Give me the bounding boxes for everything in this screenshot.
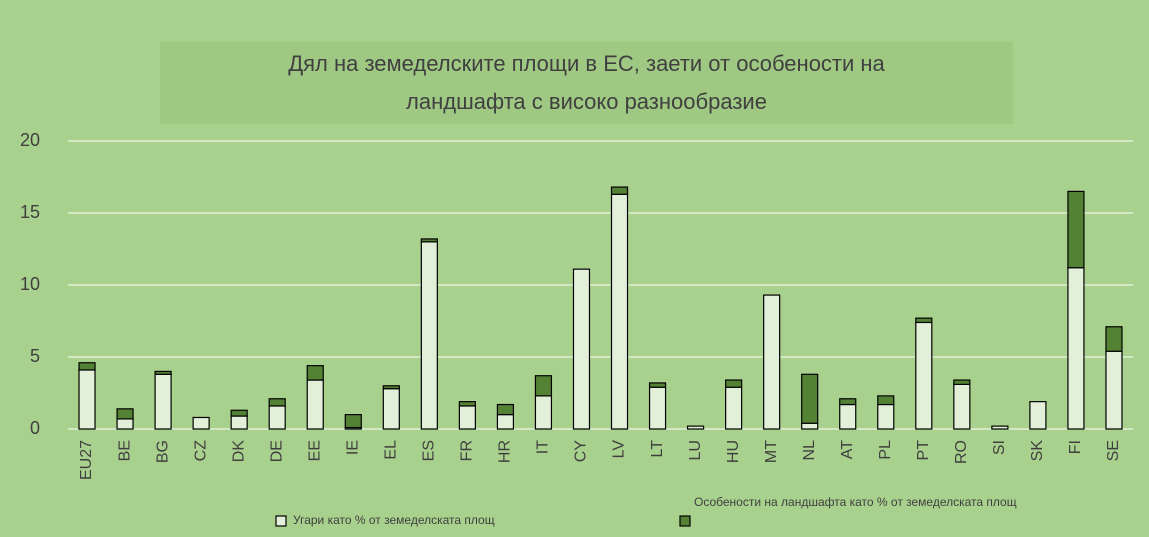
bar-segment (801, 422, 819, 430)
bar-segment (801, 373, 819, 424)
bar-segment (268, 398, 286, 407)
bar-segment (420, 238, 438, 243)
bar-segment (648, 382, 667, 388)
bar-segment (154, 370, 172, 375)
bar-segment (915, 317, 933, 324)
bar-segment (306, 379, 324, 430)
bar-segment (610, 193, 629, 430)
bar-segment (382, 388, 400, 430)
x-tick-label: EE (306, 440, 323, 461)
bar-segment (116, 418, 134, 430)
bar-segment (686, 425, 705, 430)
x-tick-label: MT (763, 440, 780, 463)
bar-segment (1029, 401, 1047, 430)
bar-segment (496, 414, 515, 430)
x-tick-label: SI (991, 440, 1008, 455)
x-tick-label: CZ (192, 440, 209, 462)
y-tick-label: 10 (20, 274, 40, 294)
x-tick-label: FR (459, 440, 476, 461)
x-tick-label: DK (230, 440, 247, 463)
x-tick-label: IE (344, 440, 361, 455)
bar-segment (268, 405, 286, 430)
bar-segment (230, 409, 248, 417)
x-tick-label: IT (535, 440, 552, 454)
bar-segment (877, 395, 895, 406)
x-tick-label: AT (839, 440, 856, 459)
bar-segment (1067, 190, 1085, 269)
legend-swatch (275, 515, 287, 527)
bar-segment (534, 375, 553, 397)
x-tick-label: CY (573, 440, 590, 463)
x-tick-label: EU27 (78, 440, 95, 480)
y-tick-label: 15 (20, 202, 40, 222)
x-tick-label: EL (383, 440, 400, 460)
x-tick-label: LT (649, 440, 666, 458)
bar-segment (382, 385, 400, 390)
legend-swatch (679, 515, 691, 527)
x-tick-label: HR (497, 440, 514, 463)
bar-segment (154, 373, 172, 430)
bar-segment (953, 383, 971, 430)
y-tick-label: 0 (30, 418, 40, 438)
x-tick-label: NL (801, 440, 818, 461)
bar-segment (458, 401, 476, 407)
bar-segment (915, 321, 933, 430)
bar-segment (420, 241, 438, 430)
bar-segment (192, 416, 210, 430)
bar-segment (572, 268, 591, 430)
bar-segment (725, 379, 743, 388)
bar-segment (648, 386, 667, 430)
bar-segment (877, 403, 895, 430)
chart-title: Дял на земеделските площи в ЕС, заети от… (160, 42, 1013, 124)
bar-segment (534, 395, 553, 430)
bar-segment (725, 386, 743, 430)
x-tick-label: SK (1029, 440, 1046, 462)
bar-segment (839, 403, 857, 430)
bar-segment (1105, 326, 1123, 352)
x-tick-label: PT (915, 440, 932, 461)
bar-segment (1067, 267, 1085, 430)
bar-segment (116, 408, 134, 420)
x-tick-label: BE (116, 440, 133, 461)
x-tick-label: HU (725, 440, 742, 463)
x-tick-label: LU (687, 440, 704, 460)
x-tick-label: BG (154, 440, 171, 463)
bar-segment (230, 415, 248, 430)
bar-segment (306, 365, 324, 381)
y-tick-label: 5 (30, 346, 40, 366)
bar-segment (344, 414, 362, 429)
x-tick-label: ES (421, 440, 438, 461)
bar-segment (610, 186, 629, 195)
bar-segment (78, 362, 96, 371)
bar-segment (991, 425, 1009, 430)
y-tick-label: 20 (20, 130, 40, 150)
x-tick-label: DE (268, 440, 285, 462)
legend-label: Угари като % от земеделската площ (293, 513, 495, 527)
legend-label: Особености на ландшафта като % от земеде… (694, 495, 1017, 509)
x-tick-label: SE (1105, 440, 1122, 461)
x-tick-label: PL (877, 440, 894, 460)
x-tick-label: FI (1067, 440, 1084, 454)
bar-segment (953, 379, 971, 385)
bar-segment (839, 398, 857, 406)
bar-segment (763, 294, 781, 430)
x-tick-label: LV (611, 440, 628, 459)
bar-segment (78, 369, 96, 430)
bar-segment (496, 403, 515, 416)
bar-segment (458, 405, 476, 430)
x-tick-label: RO (953, 440, 970, 464)
bar-segment (1105, 350, 1123, 430)
